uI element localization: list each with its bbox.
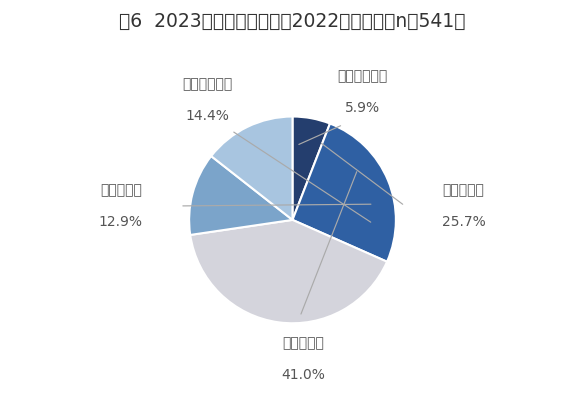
Text: 25.7%: 25.7%: [442, 215, 486, 229]
Text: 非常に増えた: 非常に増えた: [338, 69, 388, 83]
Text: 図6  2023年の所得の増減（2022年比）　（n＝541）: 図6 2023年の所得の増減（2022年比） （n＝541）: [119, 12, 466, 31]
Text: 14.4%: 14.4%: [186, 109, 230, 123]
Text: 12.9%: 12.9%: [99, 215, 143, 229]
Wedge shape: [211, 116, 292, 220]
Text: 非常に減った: 非常に減った: [183, 78, 233, 92]
Text: やや減った: やや減った: [101, 183, 143, 197]
Wedge shape: [190, 220, 387, 323]
Text: やや増えた: やや増えた: [442, 183, 484, 197]
Wedge shape: [292, 124, 396, 262]
Text: 41.0%: 41.0%: [281, 368, 325, 382]
Text: 変わらない: 変わらない: [282, 336, 324, 350]
Text: 5.9%: 5.9%: [345, 101, 380, 115]
Wedge shape: [292, 116, 330, 220]
Wedge shape: [189, 156, 292, 235]
